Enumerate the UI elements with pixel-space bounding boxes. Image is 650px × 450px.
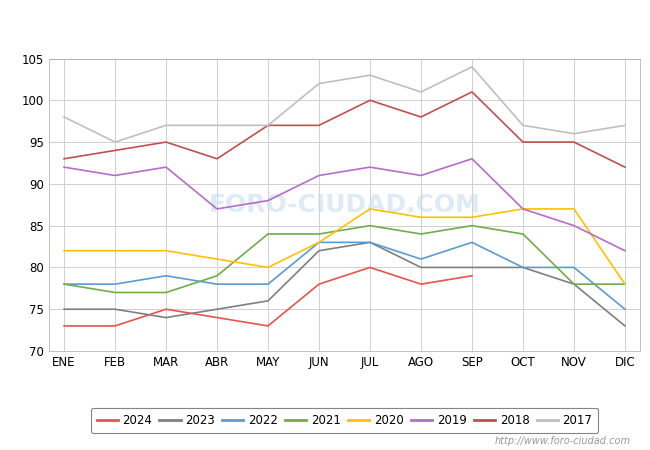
Text: FORO-CIUDAD.COM: FORO-CIUDAD.COM	[209, 193, 480, 217]
Text: Afiliados en Santa María de la Isla a 30/9/2024: Afiliados en Santa María de la Isla a 30…	[138, 15, 512, 30]
Legend: 2024, 2023, 2022, 2021, 2020, 2019, 2018, 2017: 2024, 2023, 2022, 2021, 2020, 2019, 2018…	[90, 408, 599, 433]
Text: http://www.foro-ciudad.com: http://www.foro-ciudad.com	[495, 436, 630, 446]
